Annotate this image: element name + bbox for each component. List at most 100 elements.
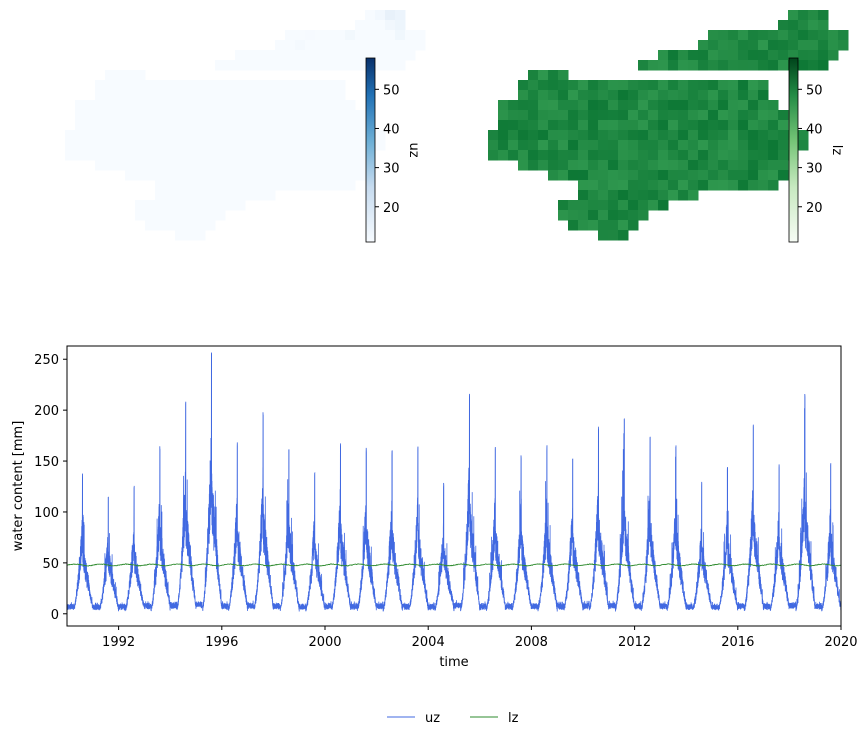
lz-map-cell bbox=[548, 130, 559, 141]
uz-map-cell bbox=[255, 110, 266, 121]
uz-map-cell bbox=[85, 140, 96, 151]
lz-map-cell bbox=[568, 200, 579, 211]
uz-map-cell bbox=[235, 200, 246, 211]
uz-map-cell bbox=[265, 100, 276, 111]
lz-map-cell bbox=[578, 130, 589, 141]
uz-map-cell bbox=[175, 100, 186, 111]
lz-map-cell bbox=[788, 10, 799, 21]
uz-map-cell bbox=[345, 120, 356, 131]
lz-map-cell bbox=[608, 180, 619, 191]
uz-map-cell bbox=[315, 110, 326, 121]
lz-map-cell bbox=[668, 100, 679, 111]
lz-map-cell bbox=[608, 140, 619, 151]
lz-map-cell bbox=[668, 180, 679, 191]
lz-map-cell bbox=[768, 130, 779, 141]
uz-map-cell bbox=[225, 190, 236, 201]
uz-map-cell bbox=[305, 40, 316, 51]
uz-map-cell bbox=[115, 140, 126, 151]
lz-map-cell bbox=[818, 50, 829, 61]
uz-map-cell bbox=[115, 110, 126, 121]
uz-map-cell bbox=[245, 170, 256, 181]
uz-map-cell bbox=[315, 30, 326, 41]
lz-map-cell bbox=[688, 180, 699, 191]
uz-map-cell bbox=[265, 60, 276, 71]
lz-map-cell bbox=[598, 210, 609, 221]
legend: uz lz bbox=[387, 711, 519, 726]
lz-map-cell bbox=[738, 180, 749, 191]
lz-map-cell bbox=[568, 130, 579, 141]
lz-map-cell bbox=[598, 80, 609, 91]
uz-map-cell bbox=[155, 130, 166, 141]
uz-map-cell bbox=[295, 160, 306, 171]
lz-map-cell bbox=[568, 170, 579, 181]
lz-map-cell bbox=[698, 140, 709, 151]
uz-map-cell bbox=[345, 170, 356, 181]
lz-map-cell bbox=[718, 120, 729, 131]
lz-map-cell bbox=[708, 90, 719, 101]
lz-map-cell bbox=[658, 190, 669, 201]
lz-map-cell bbox=[728, 40, 739, 51]
uz-map-cell bbox=[345, 180, 356, 191]
uz-map-cell bbox=[155, 140, 166, 151]
lz-map-cell bbox=[518, 110, 529, 121]
lz-map-cell bbox=[508, 140, 519, 151]
lz-map-cell bbox=[688, 60, 699, 71]
lz-map-cell bbox=[588, 130, 599, 141]
lz-map-cell bbox=[688, 170, 699, 181]
lz-map-cell bbox=[568, 220, 579, 231]
uz-map-cell bbox=[235, 150, 246, 161]
lz-map-cell bbox=[838, 40, 849, 51]
uz-map-cell bbox=[195, 120, 206, 131]
uz-map-cell bbox=[275, 90, 286, 101]
uz-map-cell bbox=[345, 130, 356, 141]
uz-map-cell bbox=[305, 60, 316, 71]
uz-map-cell bbox=[165, 80, 176, 91]
lz-map-cell bbox=[548, 100, 559, 111]
lz-map-cell bbox=[638, 210, 649, 221]
lz-map-cell bbox=[618, 130, 629, 141]
lz-map-cell bbox=[538, 150, 549, 161]
lz-map-cell bbox=[518, 140, 529, 151]
lz-map-cell bbox=[698, 180, 709, 191]
lz-map-cell bbox=[618, 160, 629, 171]
lz-map-cell bbox=[538, 70, 549, 81]
lz-map-cell bbox=[648, 120, 659, 131]
lz-map-cell bbox=[698, 130, 709, 141]
uz-map-cell bbox=[235, 80, 246, 91]
lz-map-cell bbox=[708, 130, 719, 141]
uz-map-cell bbox=[95, 80, 106, 91]
lz-map-cell bbox=[508, 130, 519, 141]
uz-map-cell bbox=[275, 140, 286, 151]
uz-map-cell bbox=[155, 90, 166, 101]
lz-map-cell bbox=[548, 110, 559, 121]
uz-map-cell bbox=[295, 170, 306, 181]
uz-map-cell bbox=[245, 90, 256, 101]
uz-map-cell bbox=[275, 60, 286, 71]
uz-map-cell bbox=[75, 110, 86, 121]
lz-map-cell bbox=[528, 110, 539, 121]
uz-map-cell bbox=[165, 90, 176, 101]
lz-map-cell bbox=[778, 20, 789, 31]
lz-map-cell bbox=[558, 120, 569, 131]
uz-map-cell bbox=[395, 40, 406, 51]
lz-map-cell bbox=[578, 190, 589, 201]
uz-map-cell bbox=[165, 210, 176, 221]
lz-map-cell bbox=[768, 180, 779, 191]
uz-map-cell bbox=[185, 150, 196, 161]
lz-map-cell bbox=[538, 100, 549, 111]
uz-map-cell bbox=[215, 90, 226, 101]
uz-map-cell bbox=[195, 190, 206, 201]
uz-map-cell bbox=[135, 130, 146, 141]
uz-map-cell bbox=[325, 140, 336, 151]
lz-map-cell bbox=[708, 40, 719, 51]
lz-map-cell bbox=[558, 150, 569, 161]
uz-map-cell bbox=[345, 40, 356, 51]
uz-map-cell bbox=[205, 90, 216, 101]
lz-map-cell bbox=[588, 120, 599, 131]
lz-map-cell bbox=[598, 90, 609, 101]
uz-map-cell bbox=[115, 70, 126, 81]
lz-map-cell bbox=[748, 160, 759, 171]
uz-map-cell bbox=[325, 40, 336, 51]
lz-map-cell bbox=[518, 120, 529, 131]
